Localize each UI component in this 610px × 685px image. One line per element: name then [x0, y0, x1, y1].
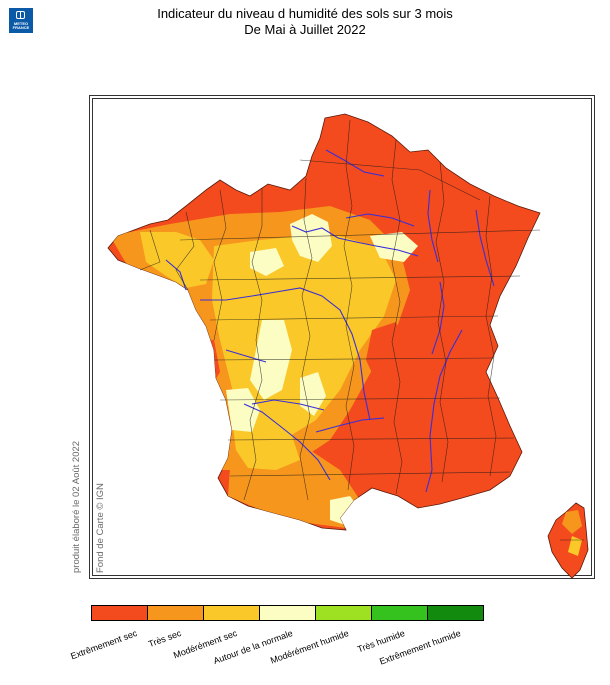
legend-swatch-autour-normale — [260, 606, 316, 620]
legend-swatch-extremement-sec — [92, 606, 148, 620]
zone-normale-paris-west — [290, 214, 332, 262]
river-marne — [345, 213, 415, 227]
zone-normale-pyrenees — [330, 496, 362, 526]
corsica-moderement-sec — [568, 536, 582, 556]
zone-normale-charente — [250, 320, 292, 400]
logo-mark-icon — [16, 11, 25, 19]
river-garonne — [243, 403, 331, 481]
river-moselle — [475, 209, 495, 287]
logo-line2: FRANCE — [12, 25, 30, 30]
river-charente — [225, 349, 267, 363]
river-meuse — [427, 189, 439, 263]
legend-swatch-moderement-sec — [204, 606, 260, 620]
river-dordogne — [251, 399, 325, 411]
legend-swatch-extremement-humide — [428, 606, 483, 620]
map-title: Indicateur du niveau d humidité des sols… — [157, 6, 453, 21]
department-boundaries — [139, 119, 584, 541]
river-loire — [200, 287, 371, 421]
zone-normale-loire — [250, 248, 284, 276]
map-subtitle: De Mai à Juillet 2022 — [244, 22, 366, 37]
river-lot — [315, 417, 385, 433]
river-rhone — [425, 329, 463, 493]
legend-swatch-tres-humide — [372, 606, 428, 620]
zone-normale-aquitaine — [300, 372, 326, 416]
moisture-legend — [91, 605, 484, 621]
zone-normale-champagne — [370, 232, 418, 262]
river-somme — [325, 149, 385, 177]
river-vilaine — [165, 259, 187, 291]
legend-swatch-tres-sec — [148, 606, 204, 620]
zone-moderement-sec-brittany — [140, 232, 214, 288]
logo-line1: METEO — [13, 21, 29, 26]
map-frame — [89, 95, 595, 579]
zone-normale-gironde — [226, 388, 260, 432]
meteo-france-logo: METEO FRANCE — [9, 8, 33, 33]
corsica-tres-sec — [562, 510, 582, 534]
legend-swatch-moderement-humide — [316, 606, 372, 620]
